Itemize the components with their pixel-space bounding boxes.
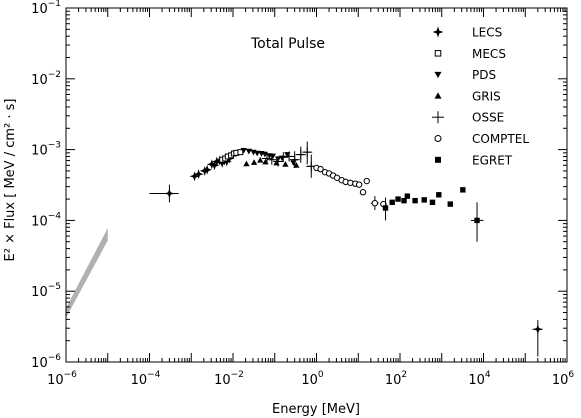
comptel-point — [371, 199, 379, 207]
egret-point — [421, 197, 427, 203]
egret-point — [412, 197, 418, 204]
gris-point — [257, 156, 264, 163]
legend-marker-comptel — [434, 135, 442, 142]
gray-band — [66, 228, 108, 318]
egret-point — [474, 217, 480, 224]
legend-label-egret: EGRET — [472, 153, 513, 167]
data-points-layer — [149, 141, 543, 357]
lecs-point — [202, 164, 213, 175]
egret-point — [436, 192, 442, 198]
extra-point — [532, 324, 543, 335]
legend-label-mecs: MECS — [472, 47, 506, 61]
egret-point — [382, 205, 389, 211]
pds-point — [245, 148, 253, 155]
plot-frame — [65, 7, 568, 363]
y-tick-label: 10−4 — [31, 211, 61, 229]
egret-point — [460, 187, 466, 193]
legend-label-gris: GRIS — [472, 89, 501, 103]
gris-point — [282, 161, 289, 167]
y-tick-label: 10−1 — [31, 0, 61, 17]
osse-point — [278, 152, 289, 163]
x-tick-label: 102 — [385, 370, 407, 388]
legend-label-lecs: LECS — [472, 26, 502, 40]
egret-point — [389, 199, 395, 206]
legend-label-osse: OSSE — [472, 111, 504, 125]
y-tick-label: 10−5 — [31, 282, 61, 300]
legend-marker-mecs — [434, 50, 442, 57]
chart-title: Total Pulse — [250, 36, 325, 52]
lecs-point — [189, 171, 200, 182]
lecs-point — [211, 156, 222, 167]
axes-layer: 10−6 10−4 10−2 100 102 104 106 10−6 10−5 10−4 10−3… — [31, 0, 574, 388]
x-tick-label: 10−2 — [214, 370, 244, 388]
egret-point — [395, 196, 401, 202]
y-tick-label: 10−6 — [31, 353, 61, 371]
x-tick-label: 100 — [301, 370, 324, 388]
egret-point — [447, 201, 453, 207]
osse-point — [302, 147, 313, 158]
lecs-point — [217, 157, 228, 168]
lecs-point — [221, 156, 232, 167]
egret-point — [401, 197, 407, 204]
egret-point — [429, 199, 436, 206]
gris-point — [250, 159, 258, 165]
legend-marker-gris — [434, 92, 442, 99]
lecs-point — [209, 160, 220, 171]
x-tick-label: 10−4 — [131, 370, 161, 388]
legend-marker-lecs — [432, 26, 444, 38]
lecs-point — [206, 159, 217, 170]
lecs-point — [199, 165, 210, 176]
osse-point — [261, 153, 272, 164]
legend: LECS MECS PDS GRIS OSSE COMPTEL EGRET — [432, 26, 529, 167]
x-tick-label: 106 — [552, 370, 575, 388]
pds-point — [261, 151, 269, 158]
osse-point — [289, 154, 300, 165]
legend-marker-osse — [432, 111, 444, 124]
comptel-point — [355, 181, 363, 188]
y-tick-label: 10−3 — [31, 141, 61, 159]
y-axis-label: E² × Flux [ MeV / cm² · s] — [3, 99, 18, 262]
pds-point — [254, 150, 261, 157]
y-tick-label: 10−2 — [31, 70, 61, 88]
legend-marker-pds — [434, 71, 442, 79]
osse-point — [284, 151, 295, 162]
legend-label-pds: PDS — [472, 68, 496, 82]
lecs-point — [164, 188, 175, 199]
comptel-point — [317, 165, 324, 173]
legend-marker-egret — [435, 156, 441, 163]
osse-point — [295, 149, 306, 160]
gris-point — [243, 160, 250, 167]
legend-label-comptel: COMPTEL — [472, 132, 529, 146]
pds-point — [269, 153, 276, 160]
pds-point — [240, 148, 247, 154]
x-tick-label: 104 — [468, 370, 491, 388]
comptel-point — [359, 189, 367, 196]
lecs-point — [193, 169, 204, 180]
egret-point — [404, 193, 411, 199]
comptel-point — [363, 177, 370, 185]
osse-point — [266, 154, 277, 165]
x-axis-label: Energy [MeV] — [272, 402, 360, 417]
osse-point — [273, 156, 284, 167]
gray-band-layer — [66, 228, 108, 318]
x-tick-label: 10−6 — [47, 370, 77, 388]
